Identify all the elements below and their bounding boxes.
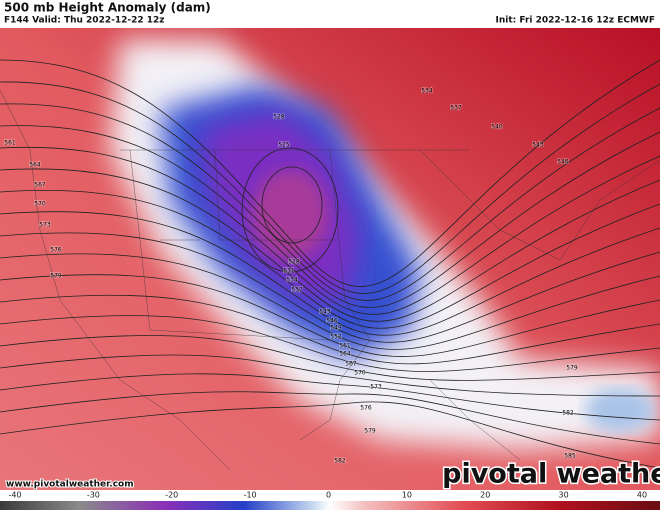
contour-line xyxy=(261,166,323,244)
colorbar-tick-label: -30 xyxy=(87,491,100,500)
colorbar-tick-label: 0 xyxy=(326,491,331,500)
colorbar-tick-label: 20 xyxy=(480,491,490,500)
contour-label: 528 xyxy=(288,259,300,266)
contour-line xyxy=(0,103,660,301)
borders xyxy=(120,149,470,441)
contour-label: 540 xyxy=(491,124,503,131)
contour-label: 561 xyxy=(339,343,351,350)
colorbar xyxy=(0,501,660,510)
contour-line xyxy=(241,147,339,273)
contour-label: 567 xyxy=(345,361,357,368)
title: 500 mb Height Anomaly (dam) xyxy=(4,1,211,15)
colorbar-tick-label: 10 xyxy=(402,491,412,500)
contour-label: 528 xyxy=(273,114,285,121)
contour-label: 585 xyxy=(564,453,576,460)
colorbar-tick-label: 30 xyxy=(559,491,569,500)
contour-label: 573 xyxy=(39,222,51,229)
colorbar-tick-label: 40 xyxy=(637,491,647,500)
coastlines xyxy=(0,89,660,471)
contour-label: 531 xyxy=(283,268,295,275)
contour-line xyxy=(0,401,660,469)
colorbar-tick-label: -40 xyxy=(8,491,21,500)
contour-label: 567 xyxy=(34,182,46,189)
height-contours xyxy=(0,59,660,469)
contour-line xyxy=(0,232,660,343)
contour-label: 576 xyxy=(360,405,372,412)
colorbar-ticks: -40 -30 -20 -10 0 10 20 30 40 xyxy=(8,491,647,500)
contour-label: 582 xyxy=(562,410,574,417)
contour-label: 537 xyxy=(291,287,303,294)
contour-label: 534 xyxy=(421,88,433,95)
contour-label: 570 xyxy=(354,370,366,377)
contour-label: 582 xyxy=(334,458,346,465)
contour-line xyxy=(0,59,660,287)
contour-label: 534 xyxy=(286,277,298,284)
contour-label: 579 xyxy=(50,273,62,280)
anomaly-core xyxy=(252,170,328,260)
valid-time: F144 Valid: Thu 2022-12-22 12z xyxy=(4,16,165,26)
contour-label: 546 xyxy=(326,318,338,325)
contour-label: 549 xyxy=(330,325,342,332)
contour-label: 537 xyxy=(450,105,462,112)
header-band xyxy=(0,0,660,28)
colorbar-tick-label: -10 xyxy=(244,491,257,500)
contour-line xyxy=(0,253,660,350)
contour-line xyxy=(0,354,660,397)
contour-line xyxy=(0,391,660,445)
contour-label: 552 xyxy=(330,334,342,341)
contour-line xyxy=(0,335,660,381)
contour-label: 576 xyxy=(50,247,62,254)
contour-label: 525 xyxy=(278,142,290,149)
contour-labels: 5345375405435465285255615645675705735765… xyxy=(4,87,579,466)
contour-label: 546 xyxy=(557,159,569,166)
init-time: Init: Fri 2022-12-16 12z ECMWF xyxy=(496,16,656,26)
contour-label: 579 xyxy=(364,428,376,435)
contour-line xyxy=(0,81,660,294)
contour-label: 561 xyxy=(4,140,16,147)
colorbar-tick-label: -20 xyxy=(165,491,178,500)
logo: pivotal weather xyxy=(442,459,660,490)
contour-label: 543 xyxy=(319,309,331,316)
site-url: www.pivotalweather.com xyxy=(6,480,134,490)
minor-negative-anomaly xyxy=(585,388,655,432)
map-area: 5345375405435465285255615645675705735765… xyxy=(0,28,660,490)
contour-line xyxy=(0,168,660,322)
contour-label: 564 xyxy=(29,162,41,169)
contour-label: 543 xyxy=(532,142,544,149)
contour-line xyxy=(0,211,660,336)
contour-label: 570 xyxy=(34,201,46,208)
contour-line xyxy=(0,189,660,329)
contour-line xyxy=(0,315,660,372)
contour-label: 564 xyxy=(339,351,351,358)
contour-label: 579 xyxy=(566,365,578,372)
contour-line xyxy=(0,373,660,421)
contour-line xyxy=(0,125,660,308)
contour-label: 573 xyxy=(370,384,382,391)
contour-line xyxy=(0,146,660,315)
contour-line xyxy=(0,294,660,365)
